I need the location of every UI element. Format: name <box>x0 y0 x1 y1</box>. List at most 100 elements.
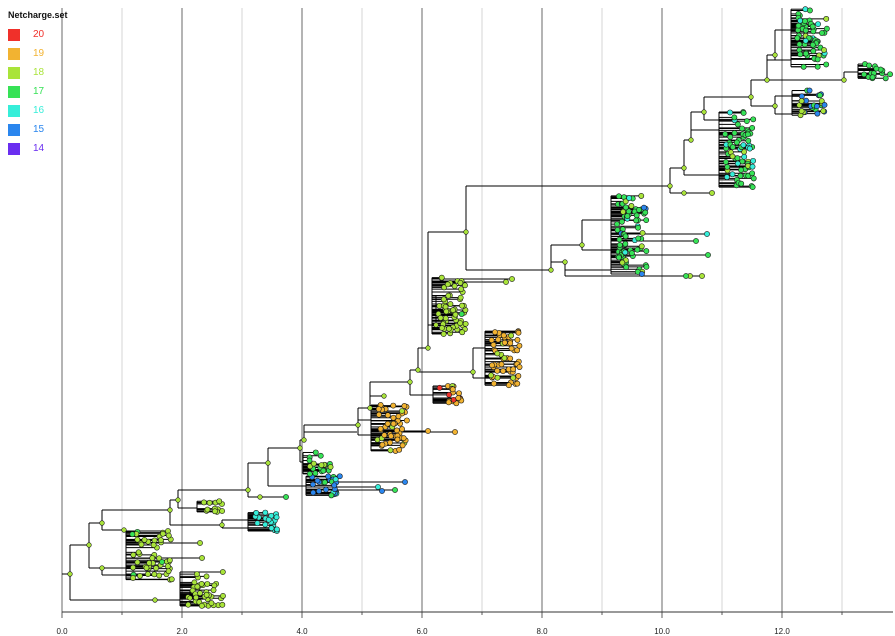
internal-node <box>841 77 847 83</box>
tip-node <box>388 433 394 439</box>
tip-node <box>210 587 217 594</box>
tip-node <box>145 571 151 578</box>
tip-node <box>740 110 747 116</box>
tip-node <box>709 190 715 196</box>
tip-node <box>310 460 317 467</box>
tip-node <box>401 403 408 409</box>
legend-swatch <box>8 66 20 79</box>
internal-node <box>688 137 694 143</box>
internal-node <box>167 507 173 513</box>
tip-node <box>400 435 407 442</box>
tip-node <box>737 172 744 179</box>
tip-node <box>444 281 451 288</box>
tip-node <box>375 484 381 490</box>
tip-node <box>204 581 211 587</box>
tip-node <box>151 571 158 578</box>
tip-node <box>166 557 173 564</box>
tip-node <box>614 221 620 228</box>
tip-node <box>268 525 275 532</box>
x-tick-label: 8.0 <box>536 627 548 636</box>
tip-node <box>390 420 397 427</box>
tip-node <box>446 391 452 398</box>
tip-node <box>619 259 626 266</box>
tip-node <box>390 414 397 421</box>
tip-node <box>508 345 515 352</box>
tip-node <box>746 145 753 152</box>
tip-node <box>823 25 830 32</box>
tip-node <box>438 274 445 281</box>
internal-node <box>463 229 469 235</box>
tip-node <box>141 537 148 543</box>
tip-node <box>629 250 635 257</box>
tip-node <box>394 436 401 443</box>
tip-node <box>749 163 756 170</box>
tip-node <box>514 380 521 387</box>
internal-node <box>245 487 251 493</box>
tip-node <box>624 213 631 220</box>
tip-node <box>809 23 816 30</box>
internal-node <box>355 422 361 428</box>
legend-label: 14 <box>33 143 45 154</box>
tip-node <box>509 276 515 282</box>
x-tick-label: 2.0 <box>176 627 188 636</box>
tip-node <box>158 537 164 544</box>
tip-node <box>165 532 172 539</box>
internal-node <box>667 183 673 189</box>
tip-node <box>724 174 730 180</box>
tip-node <box>146 560 153 566</box>
legend-label: 18 <box>33 67 45 78</box>
tip-node <box>379 488 385 494</box>
tip-node <box>802 27 809 34</box>
internal-node <box>681 165 687 171</box>
legend-item: 16 <box>8 101 68 120</box>
tip-node <box>820 108 827 114</box>
tip-node <box>445 399 452 406</box>
legend-item: 14 <box>8 139 68 158</box>
tip-node <box>616 242 623 248</box>
tip-node <box>387 439 393 446</box>
tip-node <box>273 514 280 521</box>
tip-node <box>396 446 403 453</box>
tip-node <box>310 481 316 488</box>
tip-node <box>488 337 495 344</box>
tip-node <box>738 180 745 187</box>
tip-node <box>800 63 807 70</box>
tip-node <box>823 15 830 22</box>
tip-node <box>642 209 649 216</box>
legend-label: 19 <box>33 48 45 59</box>
tip-node <box>439 325 445 331</box>
tip-node <box>318 462 325 469</box>
internal-node <box>470 369 476 375</box>
tip-node <box>749 170 756 177</box>
tip-node <box>130 552 137 558</box>
tip-node <box>219 569 226 575</box>
internal-node <box>407 379 413 385</box>
tip-node <box>156 572 163 579</box>
legend-label: 15 <box>33 124 45 135</box>
tip-node <box>198 602 205 609</box>
tip-node <box>727 109 733 116</box>
internal-node <box>121 527 127 533</box>
tip-node <box>705 252 711 258</box>
tip-node <box>641 204 647 211</box>
tip-node <box>614 227 621 233</box>
tip-node <box>643 217 650 224</box>
tip-node <box>130 564 136 571</box>
tip-node <box>821 47 827 53</box>
legend-swatch <box>8 123 20 136</box>
tip-node <box>376 411 382 418</box>
tip-node <box>633 212 640 219</box>
internal-node <box>152 597 158 603</box>
tip-node <box>456 390 462 397</box>
tip-node <box>815 21 821 28</box>
tip-node <box>810 28 817 35</box>
tip-node <box>750 116 757 123</box>
tip-node <box>459 329 466 336</box>
tip-node <box>639 230 646 236</box>
tip-node <box>138 541 145 548</box>
tip-node <box>749 125 756 131</box>
tip-node <box>494 350 501 357</box>
tip-node <box>866 62 872 69</box>
tip-node <box>306 470 313 477</box>
